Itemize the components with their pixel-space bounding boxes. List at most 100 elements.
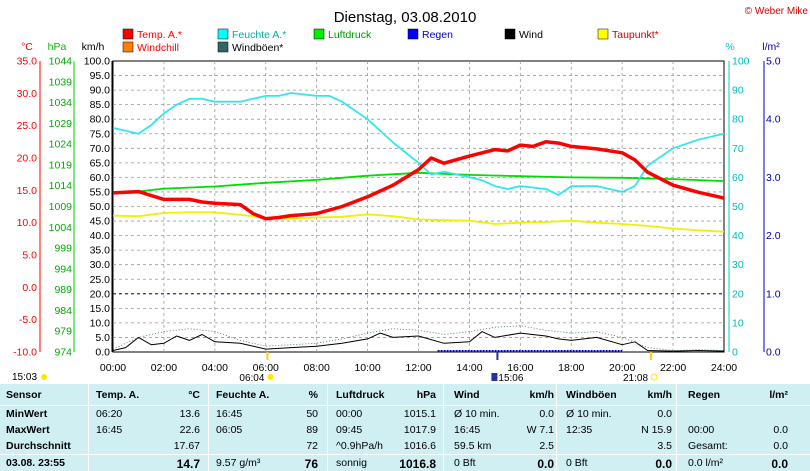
table-cell: MinWert: [6, 408, 48, 420]
x-tick-label: 02:00: [151, 362, 177, 374]
temp-tick-label: 15.0: [17, 185, 38, 197]
rain-tick-label: 2.0: [766, 230, 781, 242]
x-tick-label: 10:00: [354, 362, 380, 374]
humidity-tick-label: 100: [732, 56, 750, 68]
legend-swatch: [122, 41, 134, 53]
pressure-tick-label: 1034: [49, 97, 73, 109]
wind-tick-label: 60.0: [90, 172, 111, 184]
table-cell: 0.0: [771, 457, 788, 471]
chart-series: [112, 92, 725, 352]
table-divider: [88, 384, 89, 471]
temp-tick-label: 5.0: [22, 250, 37, 262]
table-cell: 0.0: [657, 408, 672, 420]
table-header: hPa: [416, 389, 436, 401]
table-cell: 89: [306, 424, 318, 436]
table-cell: 00:00: [688, 424, 715, 436]
temp-tick-label: 10.0: [17, 217, 38, 229]
wind-tick-label: 0.0: [95, 347, 110, 359]
humidity-tick-label: 60: [732, 172, 744, 184]
table-divider: [327, 384, 328, 471]
table-divider: [556, 384, 557, 471]
humidity-tick-label: 0: [732, 347, 738, 359]
table-cell: 13.6: [179, 408, 200, 420]
wind-tick-label: 30.0: [90, 259, 111, 271]
x-tick-label: 14:00: [456, 362, 482, 374]
series-line-windben: [112, 325, 725, 351]
legend-swatch: [217, 41, 229, 53]
table-header: km/h: [647, 389, 672, 401]
table-cell: sonnig: [336, 457, 367, 469]
rain-tick-label: 1.0: [766, 288, 781, 300]
table-divider: [676, 384, 677, 471]
legend-swatch: [504, 28, 516, 40]
series-line-feuchtea: [112, 92, 725, 196]
pressure-tick-label: 1024: [49, 139, 73, 151]
wind-tick-label: 45.0: [90, 216, 111, 228]
pressure-tick-label: 1014: [49, 180, 73, 192]
legend-swatch: [597, 28, 609, 40]
table-cell: 12:35: [566, 424, 593, 436]
x-axis: 00:00 02:00 04:00 06:00 08:00 10:00 12:00 14:00…: [100, 362, 737, 374]
table-cell: 76: [304, 457, 318, 471]
table-cell: MaxWert: [6, 424, 50, 436]
left-time-label: 15:03: [12, 372, 37, 383]
table-cell: 9.57 g/m³: [216, 457, 261, 469]
humidity-tick-label: 80: [732, 114, 744, 126]
sunrise-icon: [267, 374, 274, 380]
pressure-tick-label: 1009: [49, 201, 73, 213]
wind-tick-label: 10.0: [90, 317, 111, 329]
table-cell: 22.6: [179, 424, 200, 436]
legend-label: Taupunkt*: [612, 29, 659, 41]
x-tick-label: 00:00: [100, 362, 126, 374]
table-cell: Durchschnitt: [6, 440, 71, 452]
table-header: °C: [188, 389, 200, 401]
rain-tick-label: 3.0: [766, 172, 781, 184]
table-cell: 03.08. 23:55: [6, 457, 65, 469]
pressure-tick-label: 1004: [49, 222, 73, 234]
legend-label: Feuchte A.*: [232, 29, 286, 41]
sunset-label: 21:08: [623, 373, 648, 384]
table-cell: 1016.8: [399, 457, 436, 471]
table-cell: W 7.1: [526, 424, 554, 436]
table-cell: 17.67: [173, 440, 200, 452]
chart-axes: °C hPa km/h% l/m² 35.0 30.0 25.0 20.0 15.0 10.0 5.…: [13, 41, 781, 359]
wind-tick-label: 55.0: [90, 186, 111, 198]
temp-tick-label: -5.0: [19, 314, 37, 326]
legend-swatch: [313, 28, 325, 40]
table-cell: 06:05: [216, 424, 243, 436]
table-cell: 0.0: [773, 424, 788, 436]
x-tick-label: 24:00: [711, 362, 737, 374]
table-header: %: [308, 389, 318, 401]
legend-swatch: [122, 28, 134, 40]
stats-table: Sensor Temp. A. °C Feuchte A.% Luftdruck hPa W…: [0, 384, 810, 471]
legend-label: Wind: [519, 29, 543, 41]
table-cell: 0 Bft: [454, 457, 476, 469]
temp-tick-label: 35.0: [17, 56, 38, 68]
table-cell: 1016.6: [403, 440, 436, 452]
humidity-tick-label: 20: [732, 288, 744, 300]
wind-tick-label: 40.0: [90, 230, 111, 242]
x-tick-label: 16:00: [507, 362, 533, 374]
table-header: Sensor: [6, 389, 42, 401]
copyright-note: © Weber Mike: [745, 6, 809, 17]
moon-icon: [491, 373, 498, 381]
table-cell: 16:45: [96, 424, 123, 436]
rain-tick-label: 0.0: [766, 347, 781, 359]
legend-swatch: [407, 28, 419, 40]
humidity-tick-label: 30: [732, 259, 744, 271]
table-cell: 0.0: [773, 440, 788, 452]
sunset-icon: [650, 373, 658, 381]
wind-tick-label: 100.0: [84, 56, 110, 68]
pressure-tick-label: 1044: [49, 56, 73, 68]
x-tick-label: 12:00: [405, 362, 431, 374]
legend-swatch: [217, 28, 229, 40]
table-cell: 09:45: [336, 424, 363, 436]
wind-tick-label: 25.0: [90, 274, 111, 286]
rain-axis-unit: l/m²: [762, 41, 780, 53]
pressure-tick-label: 1019: [49, 159, 73, 171]
table-header: Regen: [688, 389, 721, 401]
table-cell: 1017.9: [403, 424, 436, 436]
series-line-tempa: [112, 140, 725, 221]
table-cell: Gesamt:: [688, 440, 728, 452]
pressure-tick-label: 1029: [49, 118, 73, 130]
